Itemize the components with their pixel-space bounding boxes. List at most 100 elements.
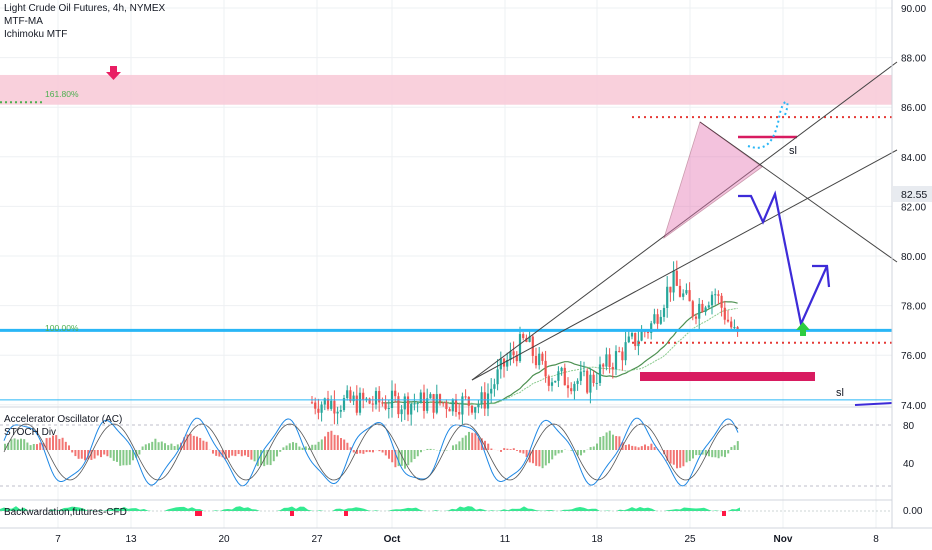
- ac-bar: [224, 450, 227, 460]
- ac-bar: [112, 450, 115, 461]
- price-tick: 88.00: [901, 54, 926, 65]
- bottom-marker: [854, 402, 893, 406]
- ac-bar: [682, 450, 685, 467]
- ac-bar: [346, 442, 349, 450]
- candle-body: [419, 392, 422, 404]
- candle-body: [477, 403, 480, 408]
- trendline-descending: [699, 121, 898, 263]
- candle-body: [634, 333, 637, 347]
- ac-bar: [148, 443, 150, 450]
- candle-body: [442, 402, 445, 404]
- ac-bar: [314, 444, 317, 450]
- ac-bar: [378, 450, 381, 452]
- ac-bar: [570, 450, 573, 451]
- ac-bar: [688, 450, 691, 462]
- ac-bar: [199, 437, 202, 450]
- ac-bar: [269, 450, 272, 466]
- candle-body: [438, 394, 442, 403]
- time-tick: 18: [591, 534, 603, 545]
- candle-body: [611, 367, 614, 370]
- candle-body: [579, 371, 582, 381]
- down-arrow-icon: [106, 66, 121, 80]
- indicator-mtf-ma[interactable]: MTF-MA: [4, 16, 43, 27]
- ac-bar: [221, 450, 224, 458]
- ac-bar: [288, 443, 291, 450]
- ac-bar: [256, 450, 259, 467]
- candle-body: [717, 294, 720, 296]
- ac-bar: [516, 450, 518, 451]
- candle-body: [566, 385, 570, 389]
- time-tick: 11: [500, 534, 511, 545]
- candle-body: [496, 369, 499, 385]
- ac-bar: [420, 450, 422, 453]
- ac-bar: [548, 450, 550, 464]
- ac-bar: [64, 441, 67, 450]
- ac-bar: [39, 442, 42, 450]
- ac-bar: [263, 450, 266, 467]
- candle-body: [531, 336, 534, 356]
- stoch-d-line: [3, 423, 739, 481]
- ac-bar: [45, 438, 48, 450]
- current-price-label: 82.55: [901, 189, 927, 201]
- fib-100-label: 100.00%: [45, 323, 79, 333]
- candle-body: [506, 359, 509, 367]
- ac-bar: [580, 450, 582, 456]
- candle-body: [630, 333, 634, 337]
- candle-body: [618, 351, 621, 353]
- ac-bar: [186, 434, 189, 450]
- time-tick: 25: [684, 534, 696, 545]
- bw-axis-zero: 0.00: [903, 506, 923, 517]
- resistance-zone: [0, 74, 892, 105]
- ac-bar: [192, 435, 195, 450]
- trend-drawings: [0, 61, 898, 406]
- ac-bar: [647, 446, 650, 450]
- ac-bar: [160, 441, 163, 450]
- candle-body: [544, 360, 547, 377]
- ac-bar: [20, 438, 22, 450]
- backwardation-neg: [195, 511, 199, 516]
- ac-bar: [282, 447, 285, 450]
- candle-body: [381, 402, 384, 404]
- backwardation-label[interactable]: Backwardation,futures-CFD: [4, 507, 127, 518]
- stoch-div-label[interactable]: STOCH Div: [4, 427, 57, 438]
- candle-body: [474, 407, 477, 413]
- ac-bar: [685, 450, 688, 463]
- candle-body: [362, 392, 365, 400]
- sl-lower-label: sl: [836, 387, 844, 399]
- candle-body: [416, 403, 419, 405]
- price-axis[interactable]: 90.00 88.00 86.00 84.00 82.00 80.00 78.00 76.00…: [901, 4, 926, 412]
- candle-body: [493, 384, 496, 389]
- ac-bar: [400, 450, 403, 466]
- ac-bar: [304, 446, 307, 450]
- candle-body: [403, 396, 406, 410]
- ac-bar: [612, 434, 614, 450]
- candle-body: [672, 270, 675, 293]
- ac-bar: [532, 450, 534, 464]
- candle-body: [550, 382, 554, 386]
- candle-body: [528, 336, 531, 342]
- candle-body: [358, 392, 362, 413]
- ac-bar: [237, 450, 240, 455]
- indicator-ichimoku[interactable]: Ichimoku MTF: [4, 29, 68, 40]
- candle-body: [573, 383, 576, 392]
- candle-body: [448, 409, 451, 412]
- ac-bar: [384, 450, 387, 456]
- ac-bar: [74, 450, 77, 457]
- ac-bar: [176, 444, 179, 450]
- oscillator-label[interactable]: Accelerator Oscillator (AC): [4, 414, 123, 425]
- ac-bar: [135, 450, 138, 458]
- ac-bar: [132, 450, 134, 461]
- time-axis[interactable]: 7 13 20 27 Oct 11 18 25 Nov 8: [55, 534, 879, 545]
- candle-body: [397, 396, 400, 415]
- osc-axis-80: 80: [903, 421, 915, 432]
- price-tick: 82.00: [901, 202, 926, 213]
- ac-bar: [109, 450, 112, 458]
- candle-body: [685, 290, 688, 294]
- ac-bar: [560, 450, 563, 453]
- ac-bar: [128, 450, 131, 465]
- ac-bar: [372, 450, 374, 453]
- ac-bar: [116, 450, 118, 462]
- ac-bar: [362, 450, 365, 454]
- ac-bar: [295, 442, 298, 450]
